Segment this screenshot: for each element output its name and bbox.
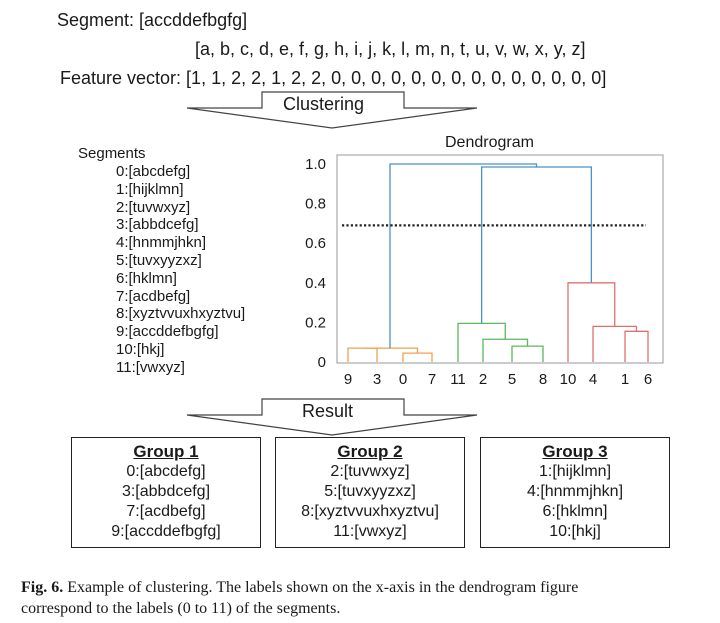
caption-label: Fig. 6.: [21, 579, 64, 596]
group-item: 0:[abcdefg]: [126, 463, 206, 480]
result-label: Result: [302, 401, 354, 421]
x-leaf-label: 10: [560, 371, 577, 388]
segments-list: 0:[abcdefg] 1:[hijklmn] 2:[tuvwxyz] 3:[abbd…: [116, 163, 245, 377]
y-tick-label: 0: [318, 354, 326, 371]
x-leaf-label: 0: [399, 371, 407, 388]
segments-title: Segments: [78, 145, 146, 162]
dendrogram-link: [480, 166, 593, 324]
group-3-title: Group 3: [542, 442, 608, 461]
segment-item: 11:[vwxyz]: [116, 358, 185, 376]
alphabet-list: [a, b, c, d, e, f, g, h, i, j, k, l, m, …: [195, 39, 586, 59]
segment-item: 9:[accddefbgfg]: [116, 323, 219, 341]
group-item: 11:[vwxyz]: [333, 523, 407, 540]
group-2-box: Group 2 2:[tuvwxyz] 5:[tuvxyyzxz] 8:[xyz…: [275, 437, 465, 548]
group-3-box: Group 3 1:[hijklmn] 4:[hnmmjhkn] 6:[hklm…: [480, 437, 670, 548]
segment-item: 5:[tuvxyyzxz]: [116, 251, 202, 269]
x-leaf-label: 5: [508, 371, 516, 388]
dendrogram-link: [389, 163, 538, 349]
group-item: 5:[tuvxyyzxz]: [324, 483, 416, 500]
y-tick-label: 1.0: [305, 156, 326, 173]
group-item: 1:[hijklmn]: [538, 463, 612, 480]
x-leaf-label: 2: [479, 371, 487, 388]
x-leaf-label: 8: [539, 371, 547, 388]
clustering-arrow: [186, 91, 478, 129]
y-tick-label: 0.8: [305, 196, 326, 213]
segment-label: Segment: [accddefbgfg]: [57, 10, 248, 30]
plot-frame: [336, 154, 664, 364]
x-leaf-label: 11: [450, 371, 466, 388]
x-leaf-label: 9: [344, 371, 352, 388]
x-leaf-label: 3: [373, 371, 381, 388]
dendrogram-link: [511, 345, 544, 362]
group-1-box: Group 1 0:[abcdefg] 3:[abbdcefg] 7:[acdb…: [71, 437, 261, 548]
feature-vector: Feature vector: [1, 1, 2, 2, 1, 2, 2, 0,…: [60, 68, 607, 88]
group-item: 7:[acdbefg]: [126, 503, 206, 520]
y-tick-label: 0.6: [305, 235, 326, 252]
segment-item: 4:[hnmmjhkn]: [116, 234, 207, 252]
dendrogram-link: [567, 282, 616, 362]
group-item: 10:[hkj]: [549, 523, 601, 540]
group-item: 2:[tuvwxyz]: [330, 463, 410, 480]
dendrogram-link: [624, 330, 649, 362]
x-leaf-label: 6: [644, 371, 652, 388]
segment-item: 0:[abcdefg]: [116, 163, 191, 180]
x-leaf-label: 1: [621, 371, 629, 388]
y-tick-label: 0.2: [305, 314, 326, 331]
group-2-title: Group 2: [337, 442, 403, 461]
group-item: 3:[abbdcefg]: [121, 483, 211, 500]
segment-item: 7:[acdbefg]: [116, 287, 191, 305]
segment-item: 10:[hkj]: [116, 340, 165, 358]
group-item: 4:[hnmmjhkn]: [526, 483, 624, 500]
group-item: 6:[hklmn]: [542, 503, 608, 520]
dendrogram-link: [482, 338, 529, 362]
segment-item: 3:[abbdcefg]: [116, 216, 199, 234]
y-tick-label: 0.4: [305, 275, 326, 292]
x-leaf-label: 4: [589, 371, 597, 388]
group-1-title: Group 1: [133, 442, 199, 461]
dendrogram-link: [362, 347, 419, 354]
dendrogram-chart: 1.0 0.8 0.6 0.4 0.2 0 9 3 0 7 11 2 5 8 10 4 1 6: [305, 154, 664, 388]
segment-item: 2:[tuvwxyz]: [116, 198, 191, 216]
x-leaf-label: 7: [428, 371, 436, 388]
dendrogram-link: [457, 322, 506, 362]
caption-line1: Example of clustering. The labels shown …: [63, 579, 579, 596]
figure-caption: Fig. 6. Example of clustering. The label…: [21, 577, 578, 619]
group-item: 9:[accddefbgfg]: [111, 523, 221, 540]
dendrogram-link: [402, 352, 433, 362]
segment-item: 6:[hklmn]: [116, 269, 177, 287]
dendrogram-link: [347, 347, 378, 362]
caption-line2: correspond to the labels (0 to 11) of th…: [21, 600, 341, 617]
segment-item: 8:[xyztvvuxhxyztvu]: [116, 305, 246, 323]
dendrogram-title: Dendrogram: [445, 134, 534, 151]
clustering-label: Clustering: [283, 94, 365, 114]
group-item: 8:[xyztvvuxhxyztvu]: [301, 503, 439, 520]
segment-item: 1:[hijklmn]: [116, 180, 184, 198]
result-arrow: [186, 398, 478, 436]
